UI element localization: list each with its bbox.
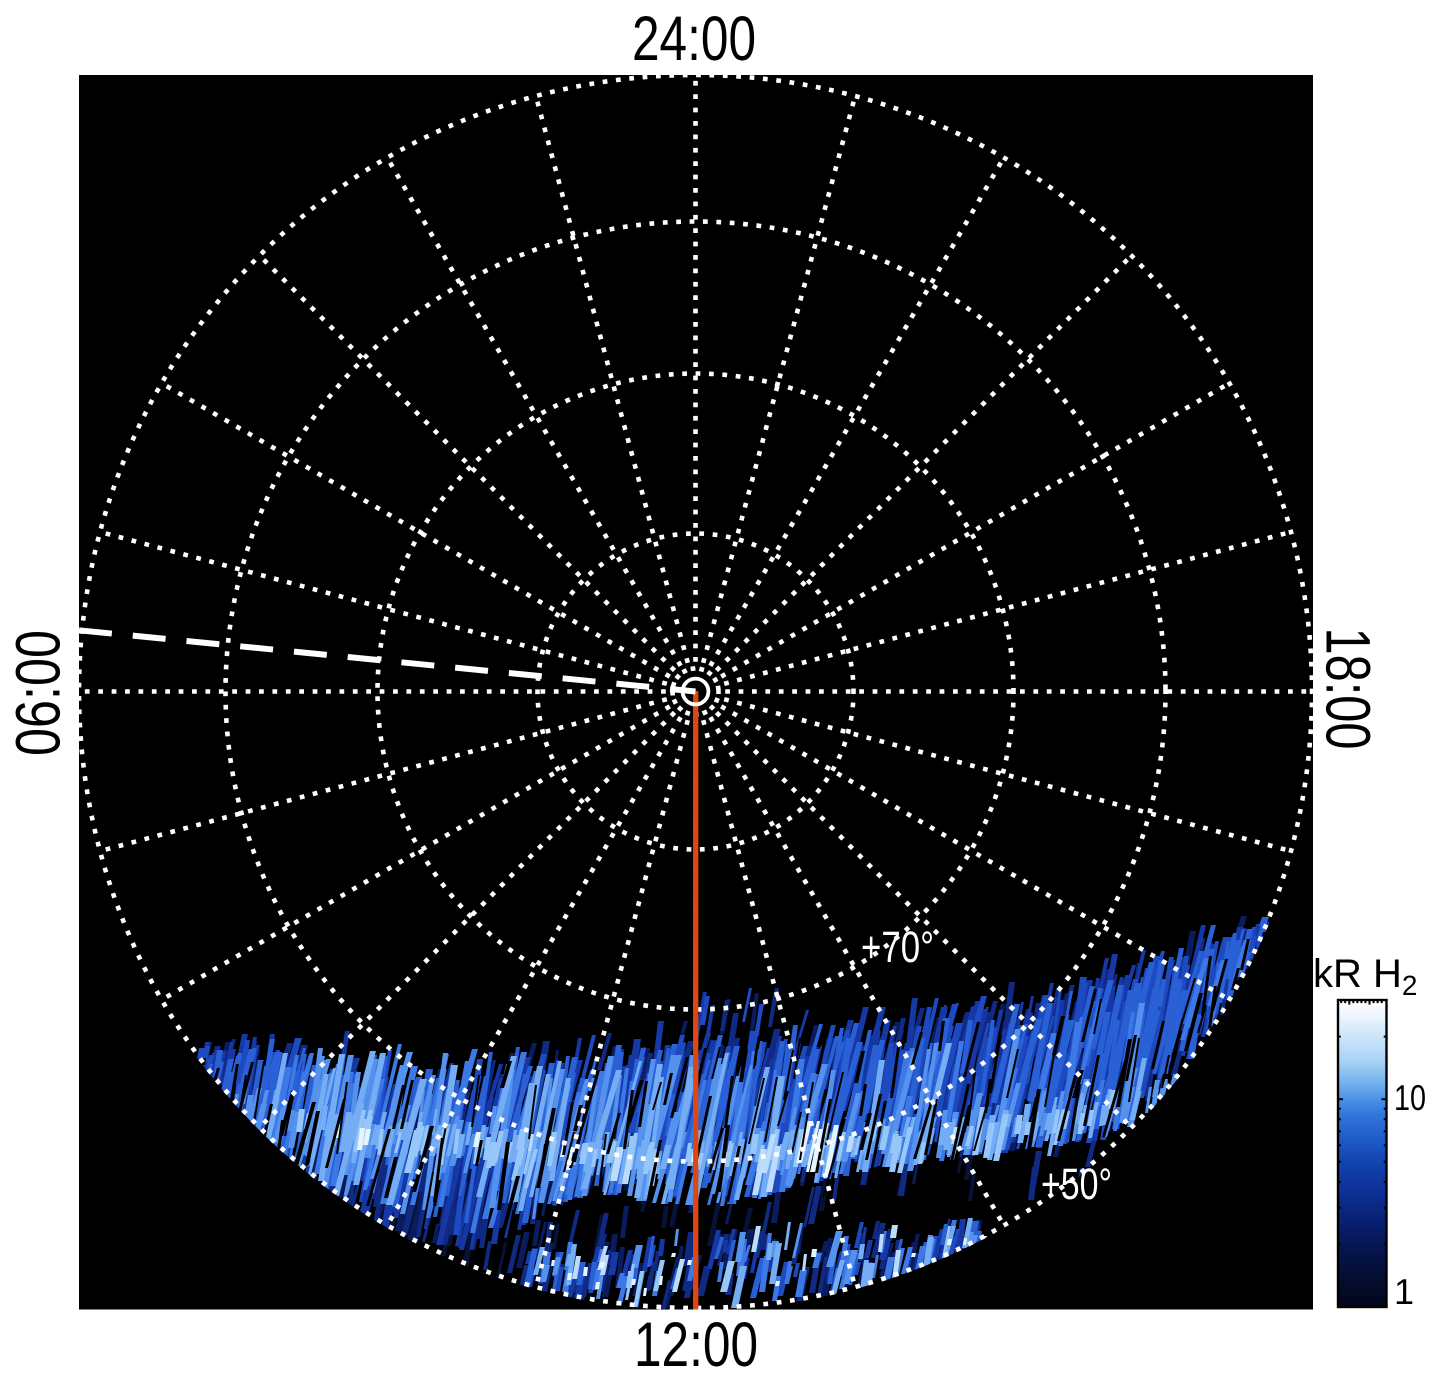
svg-text:18:00: 18:00 — [1313, 628, 1383, 750]
svg-text:1: 1 — [1394, 1271, 1414, 1312]
svg-text:10: 10 — [1394, 1077, 1426, 1118]
svg-text:24:00: 24:00 — [632, 4, 756, 74]
svg-text:+50°: +50° — [1041, 1160, 1112, 1209]
svg-text:06:00: 06:00 — [4, 630, 74, 756]
svg-text:kR H2: kR H2 — [1313, 952, 1417, 1001]
svg-text:+70°: +70° — [861, 923, 934, 972]
svg-text:12:00: 12:00 — [634, 1310, 758, 1380]
